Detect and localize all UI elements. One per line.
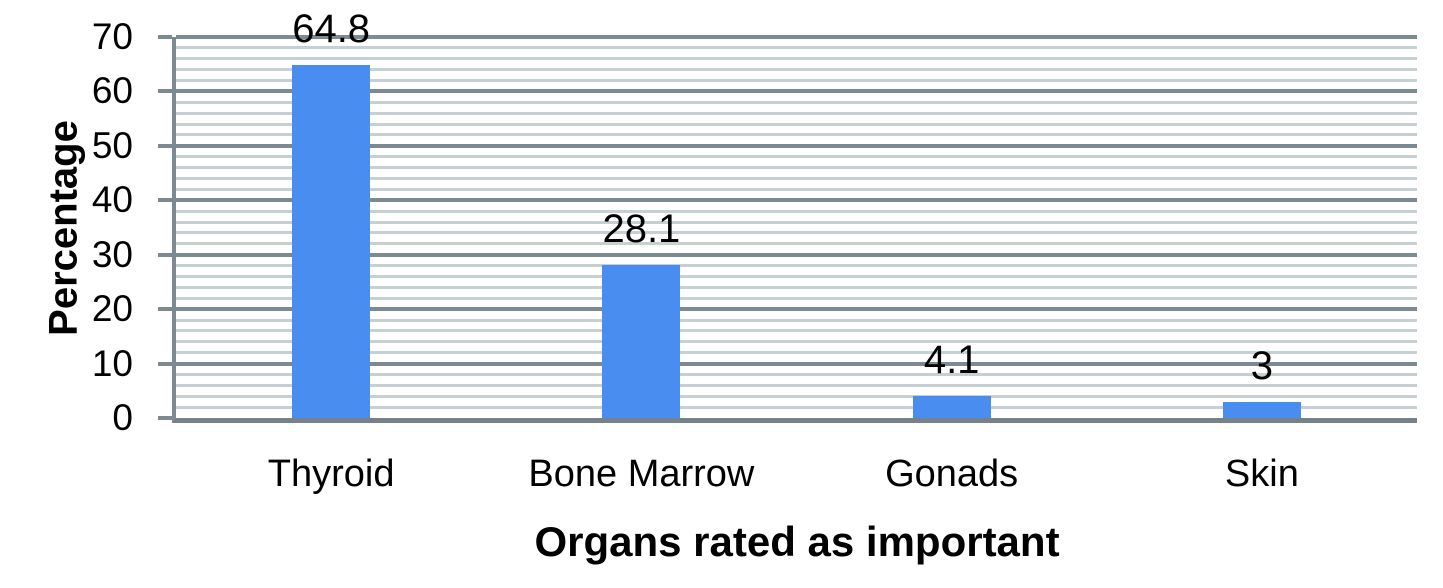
y-axis-tick [158, 35, 172, 39]
y-axis-tick [158, 416, 172, 420]
gridline-minor [176, 383, 1417, 387]
gridline-major [176, 307, 1417, 312]
y-axis-tick [158, 307, 172, 312]
gridline-minor [176, 264, 1417, 268]
y-axis-tick [158, 361, 172, 366]
category-label-thyroid: Thyroid [267, 453, 395, 495]
y-tick-label-50: 50 [91, 124, 133, 166]
gridline-minor [176, 351, 1417, 355]
y-tick-label-20: 20 [91, 288, 133, 330]
y-tick-label-40: 40 [91, 179, 133, 221]
gridline-minor [176, 372, 1417, 376]
gridline-minor [176, 242, 1417, 246]
y-axis-tick [158, 89, 172, 94]
bar-gonads [912, 395, 991, 418]
gridline-minor [176, 405, 1417, 409]
gridline-minor [176, 340, 1417, 344]
gridline-major [176, 252, 1417, 257]
gridline-minor [176, 177, 1417, 180]
gridline-major [176, 89, 1417, 94]
y-tick-label-30: 30 [91, 233, 133, 275]
gridline-minor [176, 111, 1417, 115]
category-label-skin: Skin [1224, 453, 1299, 495]
gridline-minor [176, 231, 1417, 235]
y-tick-label-10: 10 [91, 342, 133, 384]
gridline-minor [176, 220, 1417, 224]
y-tick-label-70: 70 [91, 16, 133, 57]
gridline-minor [176, 57, 1417, 61]
gridline-minor [176, 133, 1417, 137]
bar-value-label-bone-marrow: 28.1 [602, 207, 681, 252]
bar-value-label-thyroid: 64.8 [292, 7, 371, 52]
gridline-major [176, 35, 1417, 39]
gridline-minor [176, 100, 1417, 104]
y-axis-tick [158, 143, 172, 148]
gridline-minor [176, 166, 1417, 170]
bar-skin [1222, 401, 1301, 418]
bar-value-label-skin: 3 [1250, 343, 1273, 388]
gridline-minor [176, 155, 1417, 159]
gridline-minor [176, 318, 1417, 322]
gridline-minor [176, 68, 1417, 72]
plot-area: 64.8 28.1 4.1 3 [158, 7, 1417, 423]
y-tick-label-60: 60 [91, 70, 133, 112]
bar-bone-marrow [602, 265, 681, 418]
gridline-minor [176, 394, 1417, 398]
bar-value-label-gonads: 4.1 [923, 337, 980, 382]
gridline-major [176, 198, 1417, 203]
gridline-minor [176, 46, 1417, 50]
bar-thyroid [292, 65, 371, 418]
gridline-minor [176, 209, 1417, 213]
gridline-minor [176, 329, 1417, 333]
category-label-bone-marrow: Bone Marrow [528, 453, 755, 495]
gridline-major [176, 361, 1417, 366]
y-axis-tick [158, 198, 172, 203]
gridline-minor [176, 274, 1417, 278]
gridline-minor [176, 187, 1417, 191]
category-label-gonads: Gonads [885, 453, 1019, 495]
y-tick-label-0: 0 [112, 397, 133, 438]
gridline-minor [176, 285, 1417, 289]
gridline-major [176, 143, 1417, 148]
y-axis-tick [158, 252, 172, 257]
x-axis-title: Organs rated as important [534, 518, 1060, 565]
gridline-minor [176, 296, 1417, 300]
gridline-minor [176, 122, 1417, 126]
gridline-minor [176, 79, 1417, 83]
